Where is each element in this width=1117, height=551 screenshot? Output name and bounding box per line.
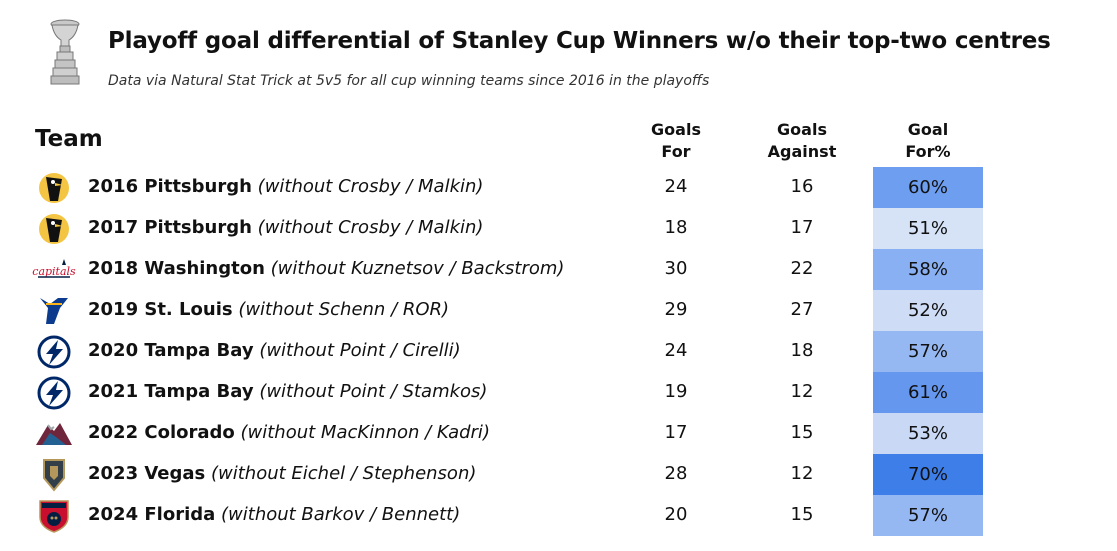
- goals-for-cell: 28: [664, 463, 688, 484]
- goals-for-cell: 24: [664, 176, 688, 197]
- penguins-logo-icon: [32, 171, 76, 205]
- table-row: 2023 Vegas (without Eichel / Stephenson)…: [0, 454, 1117, 495]
- goal-pct-cell: 60%: [873, 167, 983, 208]
- team-without: (without Eichel / Stephenson): [211, 463, 477, 484]
- goals-for-cell: 20: [664, 504, 688, 525]
- penguins-logo-icon: [32, 212, 76, 246]
- avalanche-logo-icon: [32, 417, 76, 451]
- goal-pct-cell: 51%: [873, 208, 983, 249]
- goal-pct-cell: 52%: [873, 290, 983, 331]
- team-cell: 2018 Washington (without Kuznetsov / Bac…: [88, 258, 564, 279]
- team-cell: 2019 St. Louis (without Schenn / ROR): [88, 299, 449, 320]
- lightning-logo-icon: [32, 335, 76, 369]
- team-without: (without Schenn / ROR): [238, 299, 450, 320]
- team-without: (without Crosby / Malkin): [257, 217, 484, 238]
- team-name: 2017 Pittsburgh: [88, 217, 252, 238]
- team-without: (without Point / Stamkos): [259, 381, 488, 402]
- goals-for-cell: 24: [664, 340, 688, 361]
- goals-for-cell: 30: [664, 258, 688, 279]
- goal-pct-cell: 61%: [873, 372, 983, 413]
- header-goals-against-line1: Goals: [777, 120, 827, 139]
- goals-against-cell: 15: [790, 422, 814, 443]
- team-without: (without MacKinnon / Kadri): [240, 422, 490, 443]
- table-row: 2020 Tampa Bay (without Point / Cirelli)…: [0, 331, 1117, 372]
- goal-pct-cell: 57%: [873, 331, 983, 372]
- team-name: 2016 Pittsburgh: [88, 176, 252, 197]
- team-name: 2022 Colorado: [88, 422, 235, 443]
- table-row: 2016 Pittsburgh (without Crosby / Malkin…: [0, 167, 1117, 208]
- blues-logo-icon: [32, 294, 76, 328]
- goals-for-cell: 17: [664, 422, 688, 443]
- panthers-logo-icon: [32, 499, 76, 533]
- goals-against-cell: 16: [790, 176, 814, 197]
- golden-knights-logo-icon: [32, 458, 76, 492]
- header-goals-for-line2: For: [661, 142, 691, 161]
- team-cell: 2023 Vegas (without Eichel / Stephenson): [88, 463, 476, 484]
- table-row: 2019 St. Louis (without Schenn / ROR) 29 2…: [0, 290, 1117, 331]
- team-without: (without Kuznetsov / Backstrom): [270, 258, 565, 279]
- team-cell: 2022 Colorado (without MacKinnon / Kadri…: [88, 422, 490, 443]
- team-cell: 2024 Florida (without Barkov / Bennett): [88, 504, 460, 525]
- header-goal-pct-line1: Goal: [907, 120, 949, 139]
- header-goals-for-line1: Goals: [651, 120, 701, 139]
- goal-pct-cell: 58%: [873, 249, 983, 290]
- team-name: 2023 Vegas: [88, 463, 206, 484]
- goals-against-cell: 12: [790, 463, 814, 484]
- goals-against-cell: 18: [790, 340, 814, 361]
- goal-pct-cell: 57%: [873, 495, 983, 536]
- table-row: 2022 Colorado (without MacKinnon / Kadri…: [0, 413, 1117, 454]
- goal-pct-cell: 70%: [873, 454, 983, 495]
- goals-against-cell: 12: [790, 381, 814, 402]
- team-cell: 2017 Pittsburgh (without Crosby / Malkin…: [88, 217, 483, 238]
- team-without: (without Barkov / Bennett): [221, 504, 461, 525]
- page-title: Playoff goal differential of Stanley Cup…: [108, 28, 1051, 54]
- team-cell: 2021 Tampa Bay (without Point / Stamkos): [88, 381, 487, 402]
- team-without: (without Crosby / Malkin): [257, 176, 484, 197]
- table-row: capitals 2018 Washington (without Kuznets…: [0, 249, 1117, 290]
- team-cell: 2020 Tampa Bay (without Point / Cirelli): [88, 340, 461, 361]
- table-row: 2021 Tampa Bay (without Point / Stamkos)…: [0, 372, 1117, 413]
- lightning-logo-icon: [32, 376, 76, 410]
- team-name: 2021 Tampa Bay: [88, 381, 254, 402]
- goal-pct-cell: 53%: [873, 413, 983, 454]
- goals-for-cell: 19: [664, 381, 688, 402]
- stanley-cup-icon: [50, 19, 80, 85]
- goals-for-cell: 29: [664, 299, 688, 320]
- team-name: 2020 Tampa Bay: [88, 340, 254, 361]
- team-without: (without Point / Cirelli): [259, 340, 461, 361]
- header-team: Team: [35, 126, 103, 152]
- team-name: 2018 Washington: [88, 258, 265, 279]
- table-row: 2017 Pittsburgh (without Crosby / Malkin…: [0, 208, 1117, 249]
- header-goals-against: Goals Against: [747, 119, 857, 163]
- table-row: 2024 Florida (without Barkov / Bennett) 2…: [0, 495, 1117, 536]
- header-goal-pct-line2: For%: [905, 142, 951, 161]
- team-name: 2019 St. Louis: [88, 299, 233, 320]
- header-goals-for: Goals For: [621, 119, 731, 163]
- page-subtitle: Data via Natural Stat Trick at 5v5 for a…: [108, 73, 710, 89]
- team-name: 2024 Florida: [88, 504, 216, 525]
- svg-text:capitals: capitals: [32, 265, 76, 278]
- goals-against-cell: 22: [790, 258, 814, 279]
- goals-against-cell: 17: [790, 217, 814, 238]
- capitals-logo-icon: capitals: [32, 253, 76, 287]
- team-cell: 2016 Pittsburgh (without Crosby / Malkin…: [88, 176, 483, 197]
- goals-for-cell: 18: [664, 217, 688, 238]
- header-goal-pct: Goal For%: [873, 119, 983, 163]
- header-goals-against-line2: Against: [767, 142, 837, 161]
- goals-against-cell: 27: [790, 299, 814, 320]
- goals-against-cell: 15: [790, 504, 814, 525]
